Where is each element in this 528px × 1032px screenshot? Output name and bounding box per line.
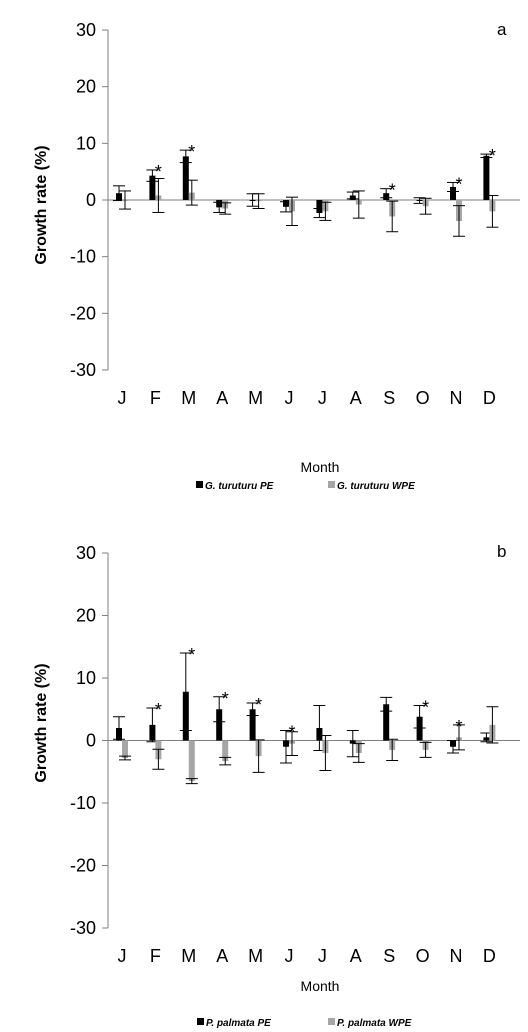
panel-a-x-axis-title: Month <box>301 459 340 475</box>
y-tick-label: 10 <box>76 133 96 153</box>
x-tick-label: J <box>285 388 294 408</box>
significance-asterisk: * <box>155 162 162 182</box>
bar-pe <box>416 716 423 741</box>
x-tick-label: F <box>150 388 161 408</box>
panel-b-legend-wpe: P. palmata WPE <box>337 1018 412 1029</box>
panel-b-y-axis-title: Growth rate (%) <box>33 663 50 782</box>
panel-b-legend-pe: P. palmata PE <box>206 1018 271 1029</box>
panel-b-legend-swatch-wpe <box>328 1018 335 1025</box>
x-tick-label: J <box>118 946 127 966</box>
panel-b-chart: b Growth rate (%) Month P. palmata PE P.… <box>33 542 520 1029</box>
y-tick-label: 0 <box>86 190 96 210</box>
x-tick-label: M <box>181 946 196 966</box>
panel-b-legend-swatch-pe <box>197 1018 204 1025</box>
significance-asterisk: * <box>455 717 462 737</box>
x-tick-label: F <box>150 946 161 966</box>
bar-pe <box>450 186 456 200</box>
x-tick-label: M <box>248 946 263 966</box>
x-tick-label: N <box>450 388 463 408</box>
significance-asterisk: * <box>188 142 195 162</box>
y-tick-label: -10 <box>70 247 96 267</box>
panel-a-legend-swatch-pe <box>196 481 203 488</box>
significance-asterisk: * <box>288 723 295 743</box>
y-tick-label: 0 <box>86 731 96 751</box>
y-tick-label: 30 <box>76 20 96 40</box>
panel-a-legend-swatch-wpe <box>328 481 335 488</box>
x-tick-label: J <box>285 946 294 966</box>
panel-b-x-axis-title: Month <box>301 978 340 994</box>
x-tick-label: A <box>350 946 362 966</box>
bar-wpe <box>188 740 195 782</box>
significance-asterisk: * <box>422 698 429 718</box>
bar-pe <box>249 709 256 741</box>
x-tick-label: A <box>216 388 228 408</box>
significance-asterisk: * <box>455 174 462 194</box>
significance-asterisk: * <box>389 181 396 201</box>
significance-asterisk: * <box>222 689 229 709</box>
y-tick-label: -30 <box>70 360 96 380</box>
bar-pe <box>316 200 323 214</box>
x-tick-label: J <box>118 388 127 408</box>
bar-pe <box>383 704 390 741</box>
y-tick-label: 20 <box>76 606 96 626</box>
x-tick-label: S <box>383 388 395 408</box>
y-tick-label: 30 <box>76 543 96 563</box>
x-tick-label: S <box>383 946 395 966</box>
x-tick-label: A <box>216 946 228 966</box>
panel-a-chart: a Growth rate (%) Month G. turuturu PE G… <box>33 20 520 492</box>
y-tick-label: 20 <box>76 77 96 97</box>
bar-pe <box>216 709 223 741</box>
x-tick-label: A <box>350 388 362 408</box>
panel-a-y-axis-title: Growth rate (%) <box>33 145 50 264</box>
x-tick-label: M <box>181 388 196 408</box>
significance-asterisk: * <box>155 700 162 720</box>
bar-pe <box>483 155 490 200</box>
y-tick-label: -10 <box>70 793 96 813</box>
x-tick-label: J <box>318 946 327 966</box>
y-tick-label: 10 <box>76 668 96 688</box>
panel-a-label: a <box>497 20 507 39</box>
x-tick-label: J <box>318 388 327 408</box>
x-tick-label: D <box>483 388 496 408</box>
bar-pe <box>149 175 156 200</box>
panel-a-legend-pe: G. turuturu PE <box>205 481 274 492</box>
y-tick-label: -20 <box>70 303 96 323</box>
significance-asterisk: * <box>489 146 496 166</box>
x-tick-label: O <box>416 946 430 966</box>
x-tick-label: O <box>416 388 430 408</box>
panel-a-legend-wpe: G. turuturu WPE <box>337 481 415 492</box>
bar-wpe <box>122 740 128 758</box>
y-tick-label: -30 <box>70 918 96 938</box>
significance-asterisk: * <box>188 645 195 665</box>
x-tick-label: M <box>248 388 263 408</box>
significance-asterisk: * <box>255 695 262 715</box>
bar-wpe <box>222 740 229 762</box>
panel-b-label: b <box>497 542 506 561</box>
x-tick-label: D <box>483 946 496 966</box>
bar-pe <box>182 156 189 200</box>
x-tick-label: N <box>450 946 463 966</box>
y-tick-label: -20 <box>70 856 96 876</box>
